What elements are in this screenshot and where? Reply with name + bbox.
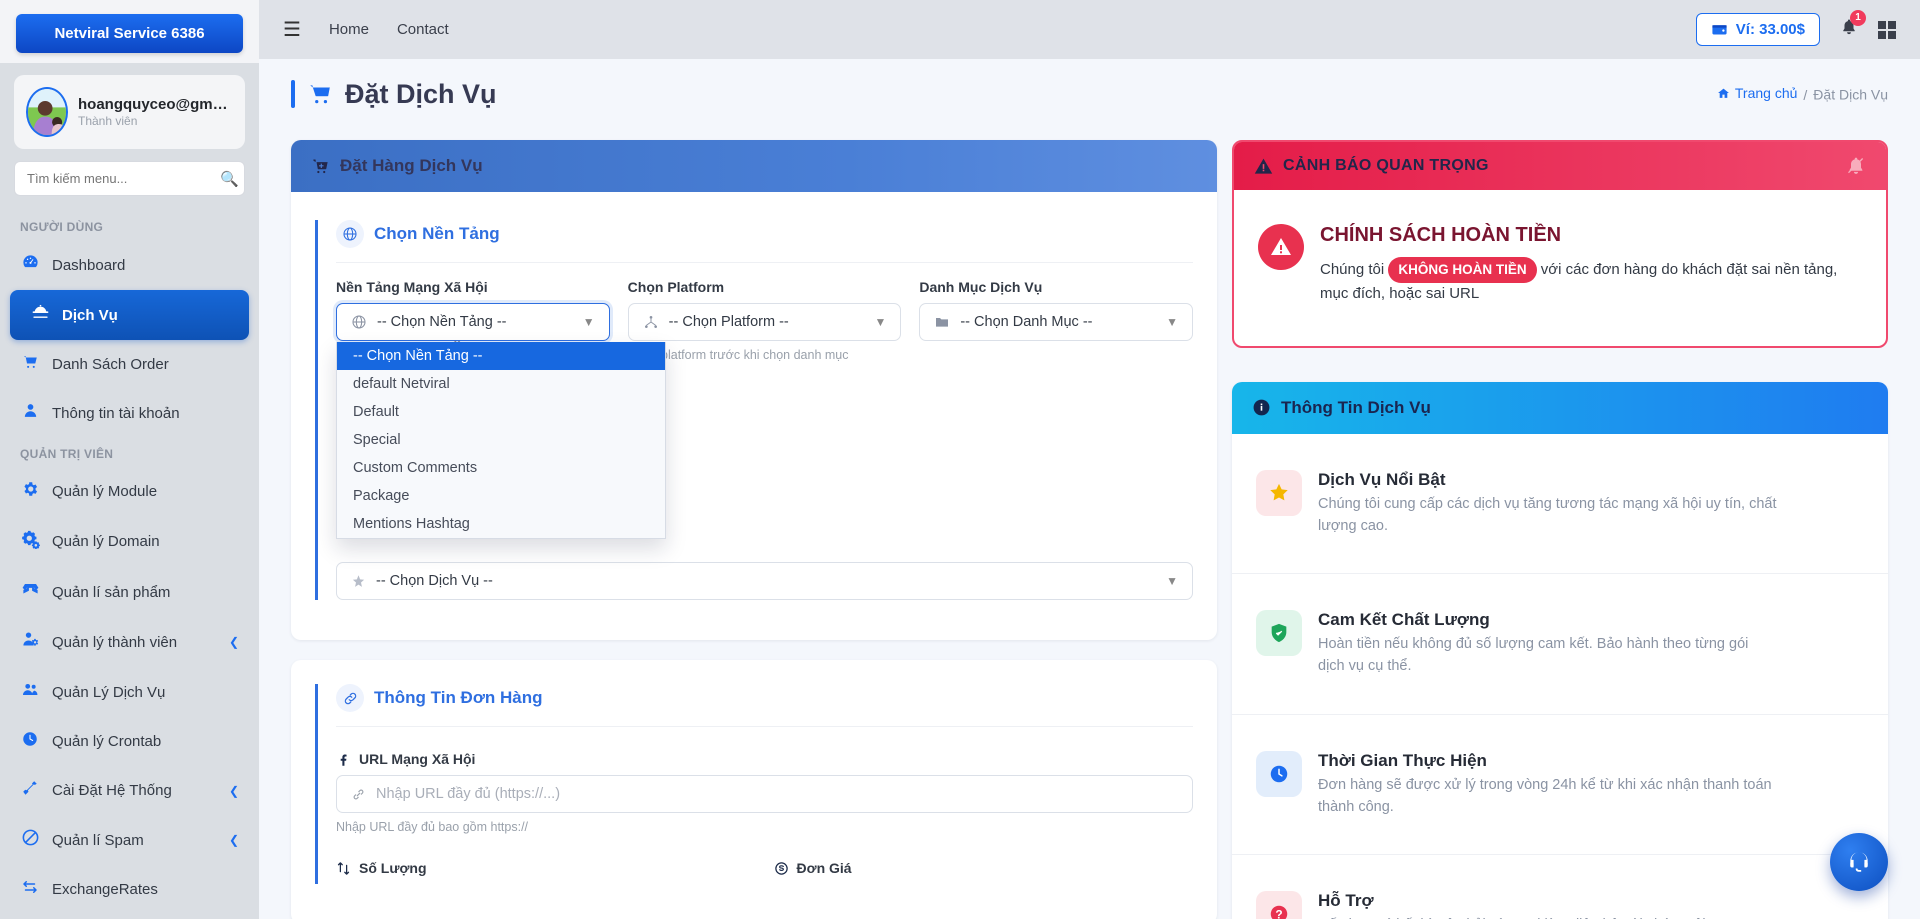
svg-text:?: ? (1275, 908, 1282, 919)
